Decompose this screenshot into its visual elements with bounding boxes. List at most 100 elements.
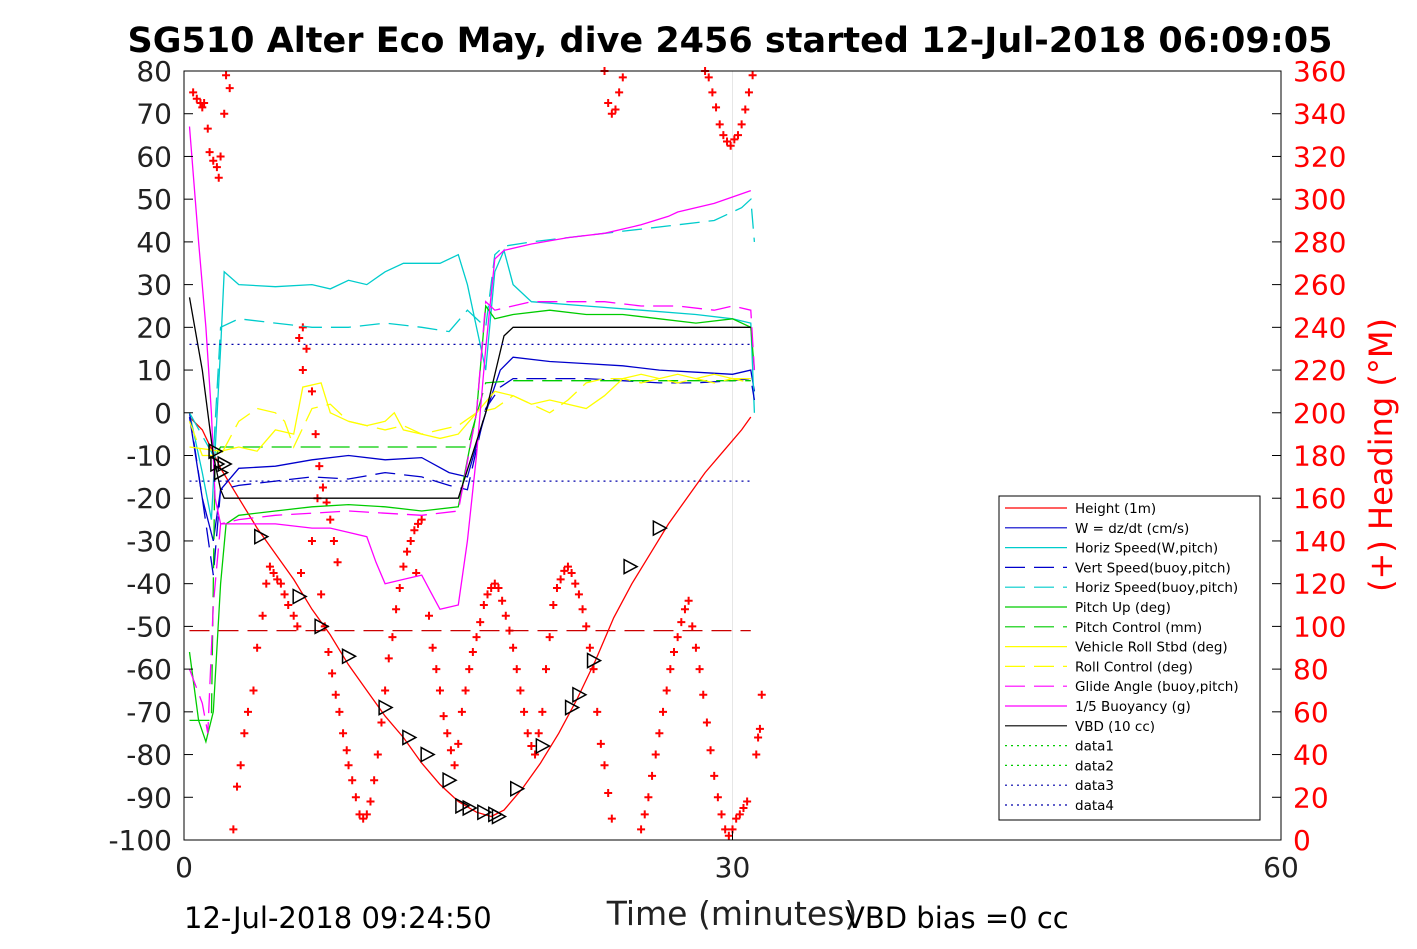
heading-point	[600, 761, 609, 770]
legend-label: Pitch Up (deg)	[1075, 600, 1171, 616]
legend-label: Pitch Control (mm)	[1075, 620, 1202, 636]
heading-point	[298, 366, 307, 375]
heading-point	[214, 173, 223, 182]
height-marker	[510, 780, 526, 797]
heading-point	[395, 583, 404, 592]
heading-point	[733, 131, 742, 140]
legend-label: W = dz/dt (cm/s)	[1075, 521, 1189, 537]
heading-point	[741, 105, 750, 114]
heading-point	[293, 622, 302, 631]
heading-point	[324, 648, 333, 657]
heading-point	[704, 73, 713, 82]
heading-point	[243, 707, 252, 716]
heading-point	[512, 665, 521, 674]
heading-point	[461, 686, 470, 695]
heading-point	[454, 739, 463, 748]
y-right-tick-label: 340	[1293, 98, 1346, 131]
heading-point	[399, 562, 408, 571]
y-tick-label: 40	[136, 226, 172, 259]
heading-point	[392, 605, 401, 614]
heading-point	[317, 590, 326, 599]
y-right-tick-label: 0	[1293, 824, 1311, 857]
x-tick-label: 60	[1263, 851, 1299, 884]
heading-point	[479, 601, 488, 610]
heading-point	[754, 733, 763, 742]
heading-point	[651, 750, 660, 759]
heading-point	[549, 601, 558, 610]
heading-point	[702, 718, 711, 727]
heading-point	[520, 707, 529, 716]
series-line-4	[188, 197, 756, 458]
y-tick-label: 80	[136, 55, 172, 88]
heading-point	[318, 483, 327, 492]
heading-point	[322, 498, 331, 507]
legend-label: VBD (10 cc)	[1075, 719, 1155, 735]
y-right-tick-label: 320	[1293, 140, 1346, 173]
heading-point	[307, 387, 316, 396]
heading-point	[571, 579, 580, 588]
y-right-tick-label: 120	[1293, 568, 1346, 601]
heading-point	[331, 690, 340, 699]
x-tick-label: 30	[715, 851, 751, 884]
heading-point	[443, 729, 452, 738]
height-marker	[378, 699, 394, 716]
y-tick-label: 10	[136, 354, 172, 387]
heading-point	[615, 88, 624, 97]
heading-point	[446, 746, 455, 755]
heading-point	[710, 771, 719, 780]
height-marker	[442, 771, 458, 789]
legend-label: Height (1m)	[1075, 501, 1156, 517]
heading-point	[428, 643, 437, 652]
heading-point	[297, 568, 306, 577]
heading-point	[545, 633, 554, 642]
legend-label: Glide Angle (buoy,pitch)	[1075, 679, 1239, 695]
heading-point	[563, 562, 572, 571]
y-tick-label: -60	[126, 653, 172, 686]
heading-point	[662, 686, 671, 695]
heading-point	[439, 712, 448, 721]
heading-point	[552, 583, 561, 592]
heading-point	[669, 648, 678, 657]
heading-point	[335, 707, 344, 716]
heading-point	[344, 761, 353, 770]
heading-point	[755, 724, 764, 733]
heading-point	[724, 831, 733, 840]
series-line-9	[188, 300, 756, 734]
heading-point	[730, 135, 739, 144]
heading-point	[265, 562, 274, 571]
heading-point	[414, 519, 423, 528]
series-line-5	[188, 304, 756, 744]
series-line-6	[189, 380, 751, 722]
heading-point	[203, 124, 212, 133]
heading-point	[680, 605, 689, 614]
right-axis-label: (+) Heading (°M)	[1362, 318, 1400, 592]
series-line-10	[188, 126, 752, 611]
heading-point	[735, 810, 744, 819]
y-tick-label: 50	[136, 183, 172, 216]
heading-point	[706, 746, 715, 755]
heading-point	[723, 137, 732, 146]
y-tick-label: -90	[126, 781, 172, 814]
heading-point	[719, 131, 728, 140]
heading-point	[531, 750, 540, 759]
heading-point	[229, 825, 238, 834]
heading-point	[355, 810, 364, 819]
footer-timestamp: 12-Jul-2018 09:24:50	[184, 901, 492, 935]
heading-point	[695, 665, 704, 674]
heading-point	[258, 611, 267, 620]
legend-label: data1	[1075, 739, 1114, 755]
heading-point	[298, 323, 307, 332]
legend-label: 1/5 Buoyancy (g)	[1075, 699, 1191, 715]
heading-point	[468, 648, 477, 657]
height-marker	[420, 746, 436, 763]
x-tick-label: 0	[175, 851, 193, 884]
legend-label: Vehicle Roll Stbd (deg)	[1075, 640, 1228, 656]
heading-point	[534, 729, 543, 738]
heading-point	[269, 568, 278, 577]
heading-point	[560, 566, 569, 575]
heading-point	[673, 633, 682, 642]
heading-point	[216, 152, 225, 161]
heading-point	[713, 793, 722, 802]
heading-point	[284, 601, 293, 610]
series-line-8	[188, 377, 751, 457]
